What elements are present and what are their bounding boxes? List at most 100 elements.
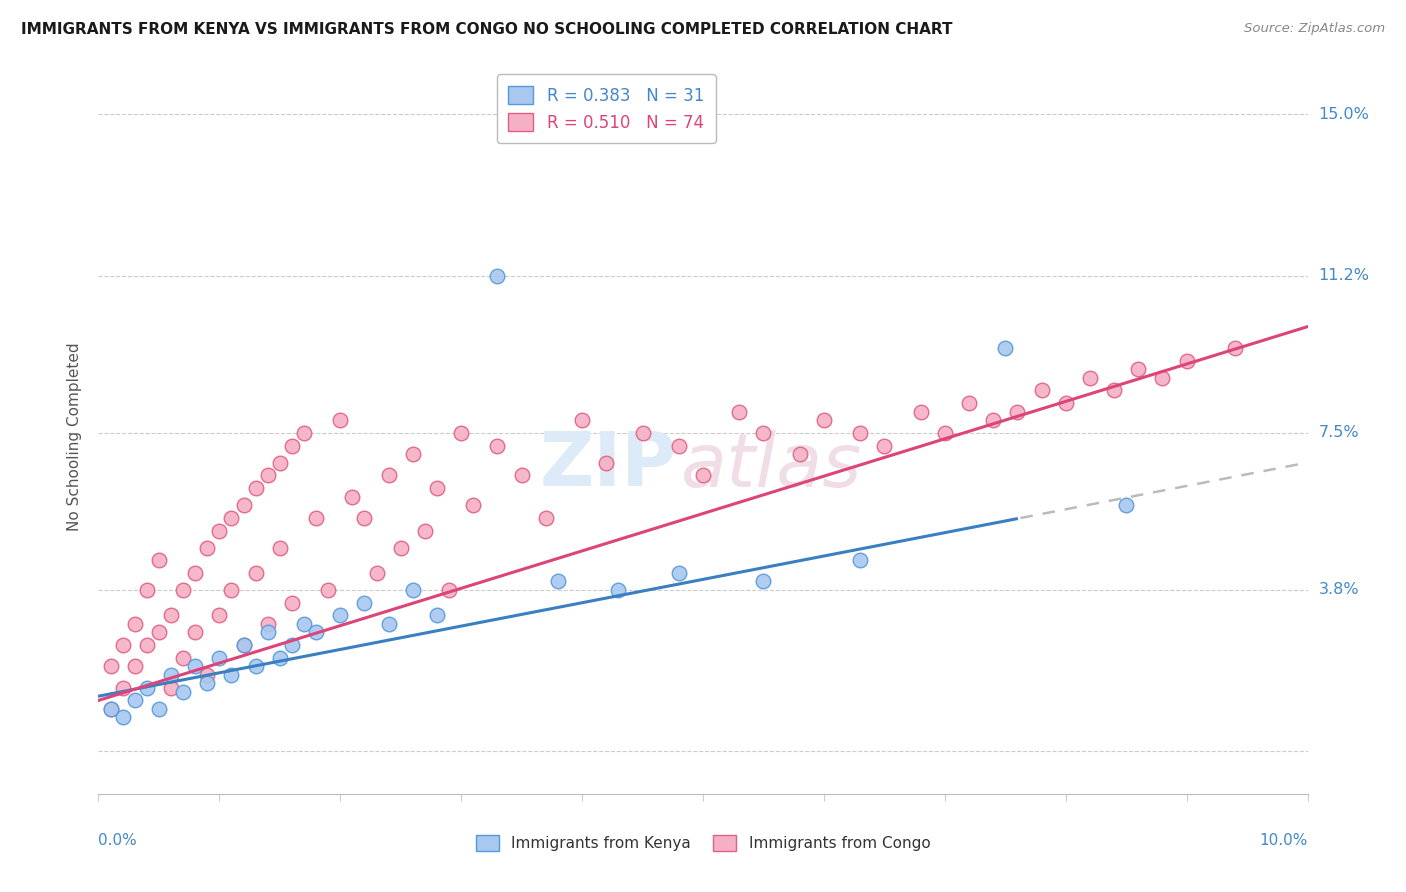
Point [607, 582, 630, 597]
Text: 11.2%: 11.2% [1319, 268, 1369, 283]
Point [305, 625, 328, 640]
Point [910, 404, 932, 418]
Point [486, 268, 509, 283]
Point [1031, 384, 1053, 398]
Point [135, 681, 157, 695]
Point [256, 625, 278, 640]
Point [100, 659, 122, 673]
Text: ZIP: ZIP [538, 429, 676, 502]
Point [195, 541, 218, 555]
Point [184, 625, 207, 640]
Text: atlas: atlas [682, 430, 863, 501]
Text: 15.0%: 15.0% [1319, 107, 1369, 122]
Point [426, 481, 449, 495]
Point [221, 510, 243, 524]
Point [1054, 396, 1077, 410]
Point [232, 638, 254, 652]
Point [329, 608, 352, 623]
Point [245, 566, 267, 580]
Point [195, 676, 218, 690]
Point [160, 681, 183, 695]
Point [208, 524, 231, 538]
Point [124, 659, 146, 673]
Point [486, 439, 509, 453]
Point [1078, 370, 1101, 384]
Point [111, 710, 134, 724]
Point [450, 425, 472, 440]
Point [208, 608, 231, 623]
Point [1128, 362, 1150, 376]
Point [281, 439, 304, 453]
Point [1223, 341, 1246, 355]
Point [631, 425, 654, 440]
Point [221, 668, 243, 682]
Point [789, 447, 811, 461]
Point [377, 617, 399, 632]
Point [1152, 370, 1174, 384]
Point [994, 341, 1017, 355]
Point [934, 425, 956, 440]
Point [534, 510, 557, 524]
Point [413, 524, 436, 538]
Point [160, 668, 183, 682]
Point [124, 617, 146, 632]
Point [148, 625, 170, 640]
Point [728, 404, 751, 418]
Point [208, 651, 231, 665]
Point [342, 490, 364, 504]
Point [1102, 384, 1125, 398]
Point [292, 617, 315, 632]
Point [752, 425, 775, 440]
Point [981, 413, 1004, 427]
Text: 10.0%: 10.0% [1260, 833, 1308, 848]
Point [377, 468, 399, 483]
Point [463, 498, 485, 512]
Point [269, 541, 291, 555]
Point [292, 425, 315, 440]
Point [135, 638, 157, 652]
Point [172, 582, 194, 597]
Point [256, 617, 278, 632]
Point [426, 608, 449, 623]
Point [571, 413, 593, 427]
Point [245, 659, 267, 673]
Point [366, 566, 388, 580]
Point [668, 566, 690, 580]
Point [135, 582, 157, 597]
Point [269, 456, 291, 470]
Point [232, 498, 254, 512]
Point [269, 651, 291, 665]
Point [1115, 498, 1137, 512]
Text: Source: ZipAtlas.com: Source: ZipAtlas.com [1244, 22, 1385, 36]
Point [849, 425, 872, 440]
Text: IMMIGRANTS FROM KENYA VS IMMIGRANTS FROM CONGO NO SCHOOLING COMPLETED CORRELATIO: IMMIGRANTS FROM KENYA VS IMMIGRANTS FROM… [21, 22, 953, 37]
Point [160, 608, 183, 623]
Point [1175, 353, 1198, 368]
Point [305, 510, 328, 524]
Point [849, 553, 872, 567]
Point [184, 659, 207, 673]
Point [232, 638, 254, 652]
Point [100, 702, 122, 716]
Point [172, 685, 194, 699]
Point [111, 681, 134, 695]
Point [668, 439, 690, 453]
Point [353, 510, 375, 524]
Point [692, 468, 714, 483]
Point [510, 468, 533, 483]
Point [281, 638, 304, 652]
Text: 3.8%: 3.8% [1319, 582, 1360, 598]
Point [1007, 404, 1029, 418]
Point [148, 553, 170, 567]
Point [256, 468, 278, 483]
Point [148, 702, 170, 716]
Point [111, 638, 134, 652]
Point [221, 582, 243, 597]
Point [437, 582, 460, 597]
Legend: Immigrants from Kenya, Immigrants from Congo: Immigrants from Kenya, Immigrants from C… [470, 829, 936, 857]
Point [547, 574, 569, 589]
Text: 7.5%: 7.5% [1319, 425, 1360, 441]
Point [124, 693, 146, 707]
Point [402, 582, 425, 597]
Point [329, 413, 352, 427]
